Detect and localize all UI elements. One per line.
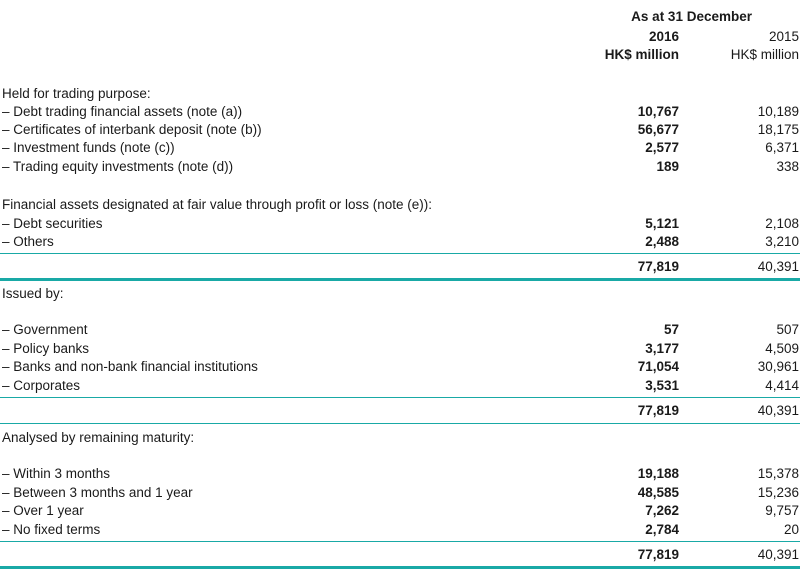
rule-below-total bbox=[0, 423, 800, 424]
value-2015: 18,175 bbox=[757, 122, 799, 137]
rule-above-total bbox=[0, 397, 800, 398]
total-2016: 77,819 bbox=[637, 259, 679, 274]
rule-below-total bbox=[0, 278, 800, 281]
table-row: – Government 57 507 bbox=[0, 321, 800, 339]
table-row: – Banks and non-bank financial instituti… bbox=[0, 358, 800, 376]
row-label: – Trading equity investments (note (d)) bbox=[2, 159, 234, 174]
section-heading-designated-fvtpl: Financial assets designated at fair valu… bbox=[2, 197, 432, 212]
table-row: – Debt trading financial assets (note (a… bbox=[0, 103, 800, 121]
row-label: – Between 3 months and 1 year bbox=[2, 485, 193, 500]
value-2016: 189 bbox=[656, 159, 679, 174]
row-label: – Government bbox=[2, 322, 88, 337]
total-2015: 40,391 bbox=[757, 403, 799, 418]
row-label: – Certificates of interbank deposit (not… bbox=[2, 122, 262, 137]
row-label: – Policy banks bbox=[2, 341, 90, 356]
year-2015-header: 2015 bbox=[768, 29, 799, 44]
row-label: – Corporates bbox=[2, 378, 81, 393]
total-2015: 40,391 bbox=[757, 547, 799, 562]
table-row: – Within 3 months 19,188 15,378 bbox=[0, 465, 800, 483]
table-row: – Corporates 3,531 4,414 bbox=[0, 377, 800, 395]
rule-above-total bbox=[0, 541, 800, 542]
table-row: – Trading equity investments (note (d)) … bbox=[0, 158, 800, 176]
value-2015: 10,189 bbox=[757, 104, 799, 119]
row-label: – Debt trading financial assets (note (a… bbox=[2, 104, 243, 119]
value-2015: 338 bbox=[776, 159, 799, 174]
value-2015: 30,961 bbox=[757, 359, 799, 374]
section-heading-issued-by: Issued by: bbox=[2, 286, 64, 301]
value-2015: 507 bbox=[776, 322, 799, 337]
row-label: – Debt securities bbox=[2, 216, 103, 231]
value-2015: 6,371 bbox=[765, 140, 799, 155]
table-row: – Certificates of interbank deposit (not… bbox=[0, 121, 800, 139]
value-2016: 2,577 bbox=[645, 140, 679, 155]
row-label: – Banks and non-bank financial instituti… bbox=[2, 359, 258, 374]
value-2016: 2,784 bbox=[645, 522, 679, 537]
value-2015: 9,757 bbox=[765, 503, 799, 518]
value-2015: 3,210 bbox=[765, 234, 799, 249]
table-row: – Between 3 months and 1 year 48,585 15,… bbox=[0, 484, 800, 502]
value-2015: 15,236 bbox=[757, 485, 799, 500]
value-2016: 5,121 bbox=[645, 216, 679, 231]
table-row: – Investment funds (note (c)) 2,577 6,37… bbox=[0, 139, 800, 157]
value-2015: 20 bbox=[783, 522, 799, 537]
total-2015: 40,391 bbox=[757, 259, 799, 274]
value-2016: 2,488 bbox=[645, 234, 679, 249]
year-2016-header: 2016 bbox=[648, 29, 679, 44]
value-2016: 57 bbox=[663, 322, 679, 337]
value-2015: 2,108 bbox=[765, 216, 799, 231]
unit-2016-header: HK$ million bbox=[604, 47, 679, 62]
as-at-header: As at 31 December bbox=[631, 9, 752, 24]
value-2016: 10,767 bbox=[637, 104, 679, 119]
row-label: – Within 3 months bbox=[2, 466, 111, 481]
table-row: – Others 2,488 3,210 bbox=[0, 233, 800, 251]
value-2015: 4,414 bbox=[765, 378, 799, 393]
value-2016: 3,177 bbox=[645, 341, 679, 356]
row-label: – Over 1 year bbox=[2, 503, 84, 518]
table-row: – Over 1 year 7,262 9,757 bbox=[0, 502, 800, 520]
value-2016: 3,531 bbox=[645, 378, 679, 393]
row-label: – Investment funds (note (c)) bbox=[2, 140, 175, 155]
value-2015: 15,378 bbox=[757, 466, 799, 481]
total-row: 77,819 40,391 bbox=[0, 546, 800, 564]
row-label: – Others bbox=[2, 234, 54, 249]
section-heading-remaining-maturity: Analysed by remaining maturity: bbox=[2, 430, 195, 445]
table-row: – No fixed terms 2,784 20 bbox=[0, 521, 800, 539]
row-label: – No fixed terms bbox=[2, 522, 101, 537]
value-2016: 19,188 bbox=[637, 466, 679, 481]
unit-2015-header: HK$ million bbox=[730, 47, 799, 62]
section-heading-held-for-trading: Held for trading purpose: bbox=[2, 86, 151, 101]
total-2016: 77,819 bbox=[637, 403, 679, 418]
value-2016: 48,585 bbox=[637, 485, 679, 500]
table-row: – Policy banks 3,177 4,509 bbox=[0, 340, 800, 358]
value-2016: 7,262 bbox=[645, 503, 679, 518]
value-2016: 71,054 bbox=[637, 359, 679, 374]
table-row: – Debt securities 5,121 2,108 bbox=[0, 215, 800, 233]
total-2016: 77,819 bbox=[637, 547, 679, 562]
total-row: 77,819 40,391 bbox=[0, 258, 800, 276]
rule-below-total bbox=[0, 566, 800, 569]
value-2016: 56,677 bbox=[637, 122, 679, 137]
total-row: 77,819 40,391 bbox=[0, 402, 800, 420]
value-2015: 4,509 bbox=[765, 341, 799, 356]
rule-above-total bbox=[0, 253, 800, 254]
